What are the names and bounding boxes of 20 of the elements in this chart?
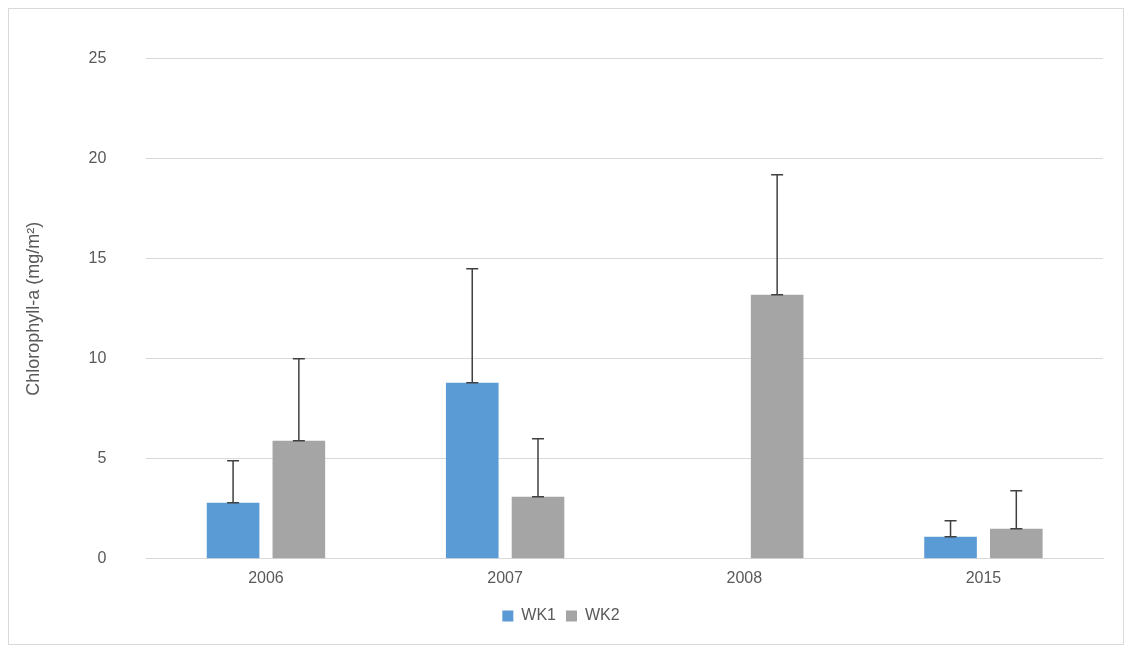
y-tick-label: 10 [88, 349, 107, 367]
x-tick-label: 2008 [726, 568, 763, 586]
x-tick-label: 2007 [487, 568, 524, 586]
y-tick-label: 15 [88, 249, 107, 267]
bar [750, 294, 804, 559]
x-tick-label: 2006 [248, 568, 284, 586]
legend-label: WK2 [585, 606, 620, 624]
y-tick-label: 5 [97, 449, 107, 467]
bar [206, 502, 260, 559]
y-axis-title: Chlorophyll-a (mg/m²) [22, 221, 43, 396]
bar [990, 528, 1043, 559]
bar [272, 440, 326, 559]
y-tick-label: 20 [88, 149, 107, 167]
bar [924, 536, 977, 559]
y-tick-label: 25 [88, 49, 107, 67]
x-tick-label: 2015 [965, 568, 1002, 586]
y-tick-label: 0 [97, 549, 107, 567]
bar [511, 496, 565, 559]
legend-label: WK1 [521, 606, 557, 624]
bar [445, 382, 499, 559]
